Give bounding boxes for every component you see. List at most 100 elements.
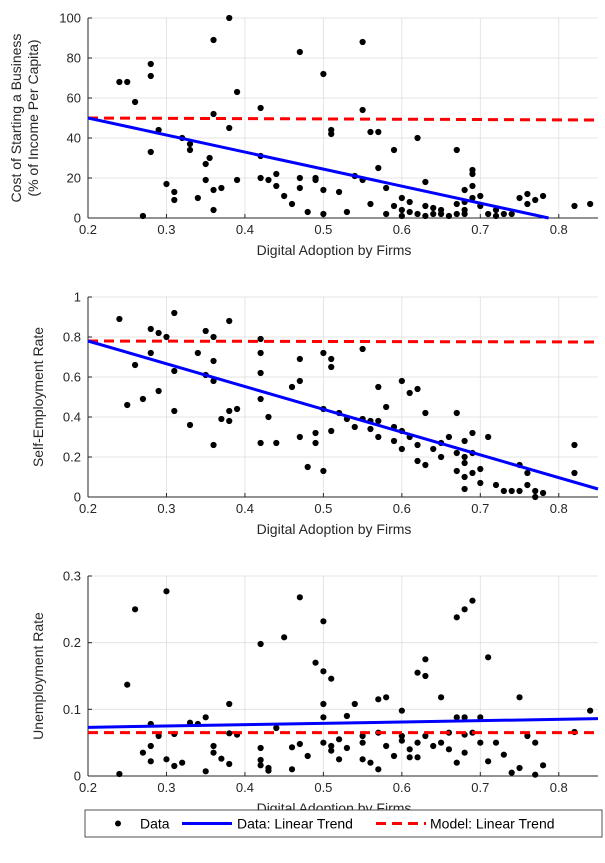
- data-point: [485, 654, 492, 661]
- data-point: [477, 465, 484, 473]
- data-point: [469, 182, 476, 190]
- data-point: [320, 618, 327, 625]
- plot-area: [88, 576, 598, 776]
- y-axis-label-line: Cost of Starting a Business: [8, 34, 24, 203]
- data-point: [288, 200, 296, 208]
- data-point: [485, 433, 492, 441]
- data-point: [210, 749, 217, 756]
- data-point: [171, 188, 178, 196]
- data-point: [485, 210, 492, 218]
- data-point: [312, 429, 319, 437]
- x-tick-label: 0.8: [550, 501, 568, 516]
- data-point: [304, 463, 311, 471]
- data-point: [430, 445, 437, 453]
- data-point: [328, 747, 335, 754]
- data-point: [147, 148, 154, 156]
- data-point: [492, 212, 500, 220]
- data-point: [359, 732, 366, 740]
- data-point: [320, 739, 327, 746]
- data-point: [539, 489, 547, 497]
- data-point: [131, 606, 139, 613]
- data-point: [477, 739, 484, 746]
- data-point: [171, 309, 178, 317]
- data-point: [147, 758, 154, 765]
- data-point: [226, 700, 233, 708]
- data-point: [257, 349, 264, 357]
- data-point: [163, 756, 170, 763]
- data-point: [273, 724, 280, 732]
- data-point: [210, 110, 217, 118]
- data-point: [390, 437, 398, 445]
- x-tick-label: 0.5: [314, 222, 332, 237]
- data-point: [461, 437, 468, 445]
- data-point: [171, 762, 178, 770]
- data-point: [147, 72, 154, 80]
- y-tick-label: 0: [74, 211, 81, 226]
- x-tick-label: 0.2: [79, 501, 97, 516]
- data-point: [304, 752, 311, 760]
- x-tick-label: 0.6: [393, 501, 411, 516]
- y-tick-label: 0.4: [63, 410, 81, 425]
- y-tick-label: 1: [74, 290, 81, 305]
- data-point: [163, 333, 170, 341]
- y-tick-label: 80: [67, 51, 81, 66]
- data-point: [359, 38, 366, 46]
- data-point: [320, 467, 327, 475]
- data-point: [343, 744, 351, 752]
- data-point: [406, 754, 413, 761]
- panel-self-employment: 0.2 0.3 0.4 0.5 0.6 0.7 0.800.20.40.60.81Digit…: [30, 290, 599, 537]
- data-point: [422, 656, 429, 663]
- data-point: [492, 739, 500, 746]
- data-point: [343, 712, 351, 720]
- data-point: [210, 377, 217, 385]
- data-point: [414, 754, 421, 761]
- data-point: [508, 210, 515, 218]
- data-point: [233, 88, 241, 96]
- data-point: [186, 146, 194, 154]
- data-point: [359, 345, 366, 353]
- data-point: [571, 202, 578, 210]
- data-point: [328, 130, 335, 138]
- data-point: [414, 210, 421, 218]
- data-point: [116, 770, 123, 778]
- data-point: [312, 176, 319, 184]
- data-point: [383, 210, 390, 218]
- data-point: [406, 208, 413, 216]
- data-point: [461, 606, 468, 613]
- data-point: [453, 467, 460, 475]
- data-point: [351, 423, 358, 431]
- data-point: [320, 700, 327, 708]
- data-point: [453, 449, 460, 457]
- data-point: [218, 415, 225, 423]
- data-point: [469, 469, 476, 477]
- data-point: [359, 756, 366, 763]
- data-point: [257, 439, 264, 447]
- data-point: [375, 766, 382, 773]
- data-point: [265, 413, 272, 421]
- data-point: [524, 190, 531, 198]
- data-point: [406, 389, 413, 397]
- data-point: [469, 429, 476, 437]
- data-point: [422, 212, 429, 220]
- data-trend-line: [87, 339, 599, 491]
- y-tick-label: 0.2: [63, 635, 81, 650]
- data-point: [171, 407, 178, 415]
- model-trend-line: [87, 116, 599, 122]
- data-point: [383, 184, 390, 192]
- data-point: [351, 700, 358, 708]
- data-point: [500, 210, 507, 218]
- data-point: [367, 425, 374, 433]
- x-tick-label: 0.6: [393, 222, 411, 237]
- data-point: [328, 427, 335, 435]
- data-point: [367, 759, 374, 766]
- data-point: [453, 409, 460, 417]
- data-point: [469, 597, 476, 604]
- data-point: [210, 186, 217, 194]
- data-point: [477, 714, 484, 721]
- data-point: [155, 732, 162, 740]
- data-point: [383, 403, 390, 411]
- data-point: [312, 439, 319, 447]
- data-point: [139, 749, 147, 756]
- data-point: [453, 759, 460, 766]
